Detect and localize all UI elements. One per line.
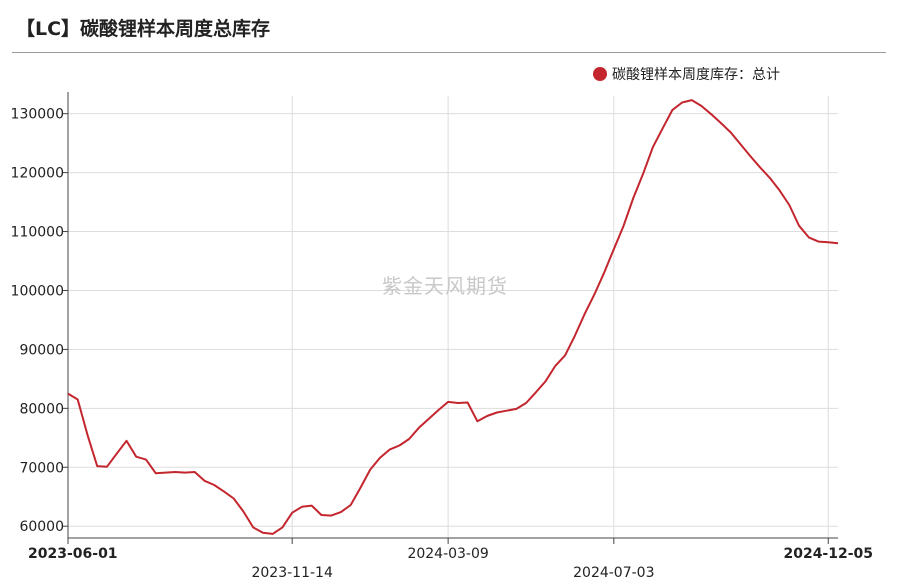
y-tick-label: 100000	[11, 283, 64, 299]
y-tick-label: 110000	[11, 225, 64, 241]
x-tick-label: 2023-11-14	[251, 565, 332, 580]
x-tick-label: 2023-06-01	[28, 546, 118, 562]
x-tick-label: 2024-12-05	[783, 546, 873, 562]
legend-label: 碳酸锂样本周度库存：总计	[612, 67, 780, 83]
chart-title: 【LC】碳酸锂样本周度总库存	[16, 18, 271, 40]
legend[interactable]: 碳酸锂样本周度库存：总计	[593, 64, 780, 84]
x-tick-label: 2024-07-03	[573, 565, 654, 580]
y-tick-label: 120000	[11, 166, 64, 182]
y-axis: 60000 70000 80000 90000 100000 110000 120000 13…	[11, 92, 69, 538]
y-tick-label: 90000	[19, 342, 64, 358]
y-tick-label: 60000	[19, 519, 64, 535]
y-tick-label: 130000	[11, 107, 64, 123]
grid-lines	[68, 96, 838, 538]
plot-area	[67, 99, 839, 535]
y-tick-label: 80000	[19, 401, 64, 417]
title-divider	[12, 52, 886, 53]
watermark: 紫金天风期货	[382, 274, 508, 298]
legend-marker	[593, 67, 607, 81]
x-axis: 2023-06-01 2023-11-14 2024-03-09 2024-07-03…	[28, 537, 873, 580]
series-line	[67, 99, 839, 535]
y-tick-label: 70000	[19, 460, 64, 476]
x-tick-label: 2024-03-09	[407, 546, 488, 562]
